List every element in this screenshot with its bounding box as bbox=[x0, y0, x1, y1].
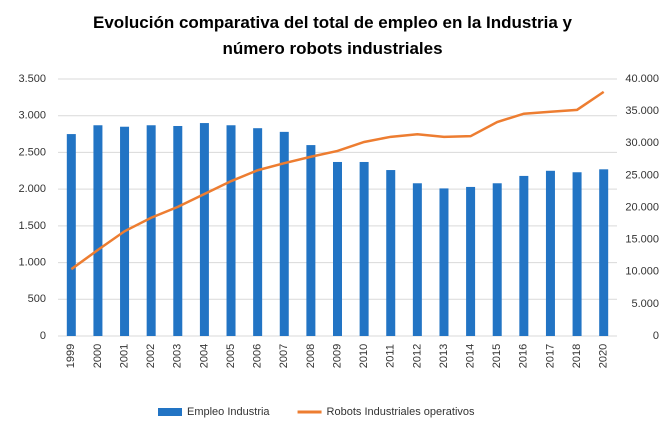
y2-tick-label: 35.000 bbox=[625, 105, 659, 117]
x-tick-label: 2004 bbox=[198, 344, 210, 368]
x-tick-label: 2001 bbox=[118, 344, 130, 368]
x-tick-label: 2014 bbox=[465, 344, 477, 368]
bar bbox=[93, 125, 103, 336]
y-tick-label: 3.000 bbox=[18, 110, 46, 122]
bar bbox=[599, 169, 609, 336]
x-tick-label: 2008 bbox=[305, 344, 317, 368]
bar bbox=[359, 161, 369, 336]
bar bbox=[146, 125, 156, 336]
y-tick-label: 1.000 bbox=[18, 256, 46, 268]
x-tick-label: 2016 bbox=[518, 344, 530, 368]
x-tick-label: 1999 bbox=[65, 344, 77, 368]
bar bbox=[492, 183, 502, 336]
bar bbox=[466, 186, 476, 336]
line bbox=[70, 90, 605, 271]
y2-tick-label: 25.000 bbox=[625, 169, 659, 181]
x-tick-label: 2006 bbox=[252, 344, 264, 368]
y2-tick-label: 40.000 bbox=[625, 73, 659, 85]
x-tick-label: 2017 bbox=[544, 344, 556, 368]
bar bbox=[333, 161, 342, 336]
bar bbox=[226, 125, 236, 336]
x-tick-label: 2013 bbox=[438, 344, 450, 368]
x-tick-label: 2003 bbox=[172, 344, 184, 368]
y2-tick-label: 5.000 bbox=[631, 298, 659, 310]
x-tick-label: 2000 bbox=[92, 344, 104, 368]
y2-tick-label: 0 bbox=[653, 330, 659, 342]
legend-label: Empleo Industria bbox=[187, 406, 270, 418]
chart-title: Evolución comparativa del total de emple… bbox=[93, 13, 572, 58]
bar bbox=[279, 131, 289, 336]
y2-tick-label: 15.000 bbox=[625, 234, 659, 246]
y2-tick-label: 30.000 bbox=[625, 137, 659, 149]
y-tick-label: 2.000 bbox=[18, 183, 46, 195]
x-tick-label: 2002 bbox=[145, 344, 157, 368]
bar bbox=[412, 183, 422, 336]
bar bbox=[66, 134, 76, 336]
y2-tick-label: 20.000 bbox=[625, 201, 659, 213]
bar bbox=[173, 125, 183, 336]
y-tick-label: 0 bbox=[40, 330, 46, 342]
legend-label: Robots Industriales operativos bbox=[327, 406, 475, 418]
bar bbox=[199, 123, 209, 336]
bar bbox=[519, 175, 529, 336]
bar bbox=[253, 128, 263, 336]
x-tick-label: 2018 bbox=[571, 344, 583, 368]
x-tick-label: 2020 bbox=[598, 344, 610, 368]
legend-swatch bbox=[158, 408, 182, 416]
y-tick-label: 3.500 bbox=[18, 73, 46, 85]
y-tick-label: 2.500 bbox=[18, 146, 46, 158]
y2-tick-label: 10.000 bbox=[625, 266, 659, 278]
x-tick-label: 2010 bbox=[358, 344, 370, 368]
bar bbox=[572, 172, 582, 336]
x-tick-label: 2007 bbox=[278, 344, 290, 368]
x-tick-label: 2011 bbox=[385, 344, 397, 368]
bar bbox=[386, 170, 396, 336]
y-tick-label: 1.500 bbox=[18, 220, 46, 232]
bar bbox=[306, 145, 316, 336]
x-tick-label: 2009 bbox=[331, 344, 343, 368]
y-tick-label: 500 bbox=[28, 293, 46, 305]
x-tick-label: 2015 bbox=[491, 344, 503, 368]
bar bbox=[545, 170, 555, 336]
x-tick-label: 2005 bbox=[225, 344, 237, 368]
x-tick-label: 2012 bbox=[411, 344, 423, 368]
bar bbox=[439, 188, 449, 336]
